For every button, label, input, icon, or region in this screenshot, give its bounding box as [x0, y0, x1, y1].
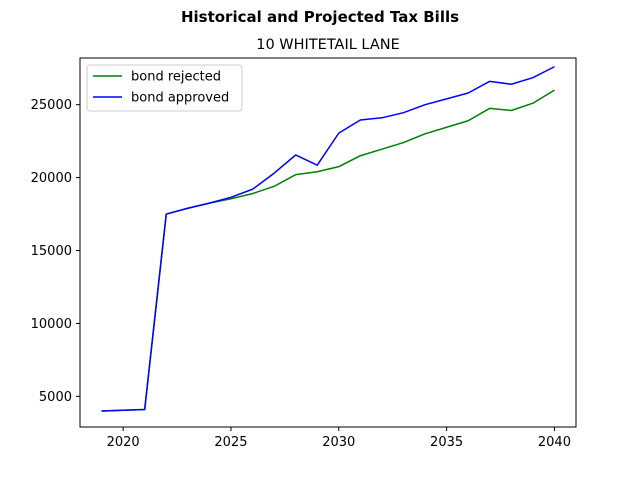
y-tick-label: 15000: [31, 244, 72, 259]
x-tick-label: 2040: [538, 435, 571, 450]
series-line-1: [101, 89, 555, 412]
y-tick-label: 10000: [31, 317, 72, 332]
series-line-2: [101, 66, 555, 412]
chart-title: Historical and Projected Tax Bills: [181, 8, 459, 26]
chart-subtitle: 10 WHITETAIL LANE: [256, 37, 400, 53]
y-tick-label: 5000: [39, 390, 72, 405]
x-tick-label: 2035: [430, 435, 463, 450]
x-axis: 2020 2025 2030 2035 2040: [107, 427, 571, 450]
y-tick-label: 20000: [31, 171, 72, 186]
legend-label: bond approved: [131, 91, 229, 106]
plot-lines: [101, 66, 555, 412]
x-tick-label: 2030: [322, 435, 355, 450]
legend: bond rejected bond approved: [86, 64, 243, 112]
plot-frame: [79, 57, 577, 428]
legend-box: [86, 64, 243, 112]
y-tick-label: 25000: [31, 98, 72, 113]
y-axis: 5000 10000 15000 20000 25000: [31, 98, 80, 405]
x-tick-label: 2020: [107, 435, 140, 450]
x-tick-label: 2025: [214, 435, 247, 450]
legend-label: bond rejected: [131, 70, 221, 85]
